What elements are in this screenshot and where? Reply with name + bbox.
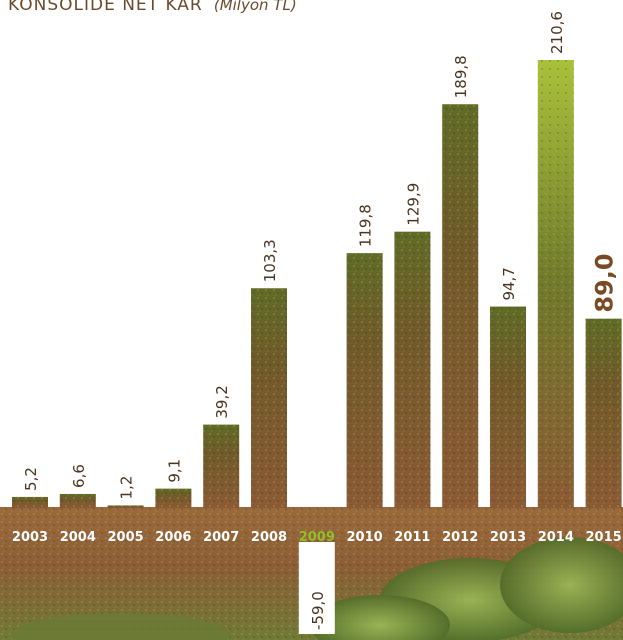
year-label-2011: 2011 [394,530,430,545]
year-label-2008: 2008 [251,530,287,545]
year-label-2007: 2007 [203,530,239,545]
bar-2009 [298,542,335,634]
year-labels-group: 2003 2004 2005 2006 2007 2008 2009 2010 2011 2012… [12,530,622,545]
year-label-2006: 2006 [155,530,191,545]
value-label-2009: -59,0 [309,591,327,630]
year-label-2009: 2009 [299,530,335,545]
year-label-2003: 2003 [12,530,48,545]
foliage-decoration [10,537,623,640]
bar-texture-2008 [251,288,287,508]
year-label-2014: 2014 [538,530,574,545]
bar-texture-2014 [537,60,574,508]
value-label-2006: 9,1 [165,459,183,483]
bar-texture-2013 [490,306,526,508]
year-label-2005: 2005 [108,530,144,545]
value-labels-group: 5,2 6,6 1,2 9,1 39,2 103,3 -59,0 119,8 129,9 189,… [22,11,619,630]
value-label-2013: 94,7 [500,267,518,300]
bar-texture-2005 [107,505,144,508]
value-label-2011: 129,9 [404,183,422,226]
bar-texture-2012 [442,104,479,508]
year-label-2004: 2004 [60,530,96,545]
value-label-2004: 6,6 [70,464,88,488]
bars-group [12,60,622,634]
value-label-2014: 210,6 [548,11,566,54]
chart-title: KONSOLİDE NET KAR (Milyon TL) [8,0,297,15]
year-label-2013: 2013 [490,530,526,545]
bar-texture-2004 [59,493,96,508]
year-label-2015: 2015 [586,530,622,545]
value-label-2008: 103,3 [261,239,279,282]
value-label-2005: 1,2 [118,476,136,500]
value-label-2007: 39,2 [213,385,231,418]
bar-texture-2011 [394,231,431,509]
value-label-2010: 119,8 [357,204,375,247]
chart-title-main: KONSOLİDE NET KAR [8,0,203,15]
bar-texture-2003 [12,496,48,508]
value-label-2012: 189,8 [452,55,470,98]
chart-title-unit: (Milyon TL) [214,0,297,14]
value-label-2003: 5,2 [22,467,40,491]
year-label-2012: 2012 [442,530,478,545]
bar-texture-2006 [155,488,192,508]
value-label-2015: 89,0 [591,253,619,312]
bar-texture-2015 [585,318,622,508]
bar-texture-2010 [346,253,383,508]
year-label-2010: 2010 [347,530,383,545]
bar-texture-2007 [203,424,240,508]
